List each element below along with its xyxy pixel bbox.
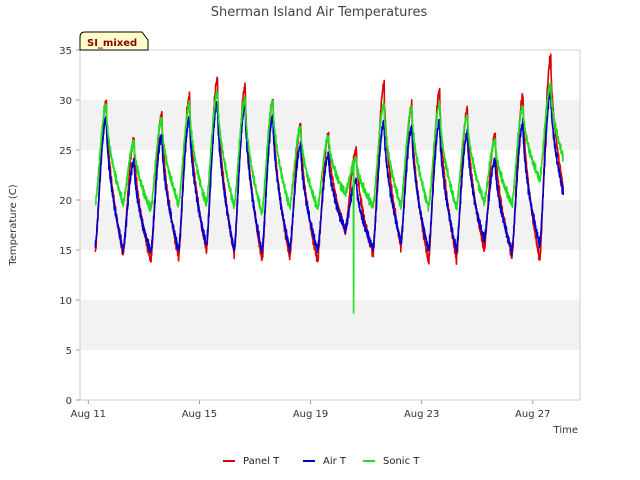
badge: SI_mixed: [79, 31, 149, 51]
grid-band: [80, 100, 580, 150]
legend-item: Sonic T: [363, 456, 420, 467]
y-axis: 0 5 10 15 20 25 30 35: [59, 46, 80, 407]
legend: Panel T Air T Sonic T: [223, 456, 420, 467]
legend-item: Panel T: [223, 456, 280, 467]
x-tick-label: Aug 15: [182, 409, 217, 420]
chart-title: Sherman Island Air Temperatures: [211, 5, 428, 20]
grid-band: [80, 250, 580, 300]
legend-label: Panel T: [243, 456, 280, 467]
grid-band: [80, 300, 580, 350]
y-tick-label: 5: [66, 346, 72, 357]
x-tick-label: Aug 11: [71, 409, 106, 420]
y-tick-label: 0: [66, 396, 72, 407]
grid-band: [80, 350, 580, 400]
y-axis-label: Temperature (C): [8, 184, 19, 266]
badge-label: SI_mixed: [87, 38, 137, 49]
x-tick-label: Aug 27: [515, 409, 550, 420]
legend-label: Air T: [323, 456, 347, 467]
x-axis: Aug 11 Aug 15 Aug 19 Aug 23 Aug 27: [71, 400, 550, 420]
legend-item: Air T: [303, 456, 347, 467]
series-line-air-t: [94, 87, 565, 257]
series-line-sonic-t: [94, 81, 565, 314]
y-tick-label: 35: [59, 46, 72, 57]
legend-label: Sonic T: [383, 456, 420, 467]
x-tick-label: Aug 23: [404, 409, 439, 420]
plot-frame: [79, 49, 581, 401]
y-tick-label: 25: [59, 146, 72, 157]
grid-band: [80, 50, 580, 100]
grid-band: [80, 200, 580, 250]
y-tick-label: 10: [59, 296, 72, 307]
y-tick-label: 30: [59, 96, 72, 107]
y-tick-label: 20: [59, 196, 72, 207]
x-tick-label: Aug 19: [293, 409, 328, 420]
x-axis-label: Time: [553, 425, 578, 436]
y-tick-label: 15: [59, 246, 72, 257]
series-lines: [94, 53, 565, 314]
